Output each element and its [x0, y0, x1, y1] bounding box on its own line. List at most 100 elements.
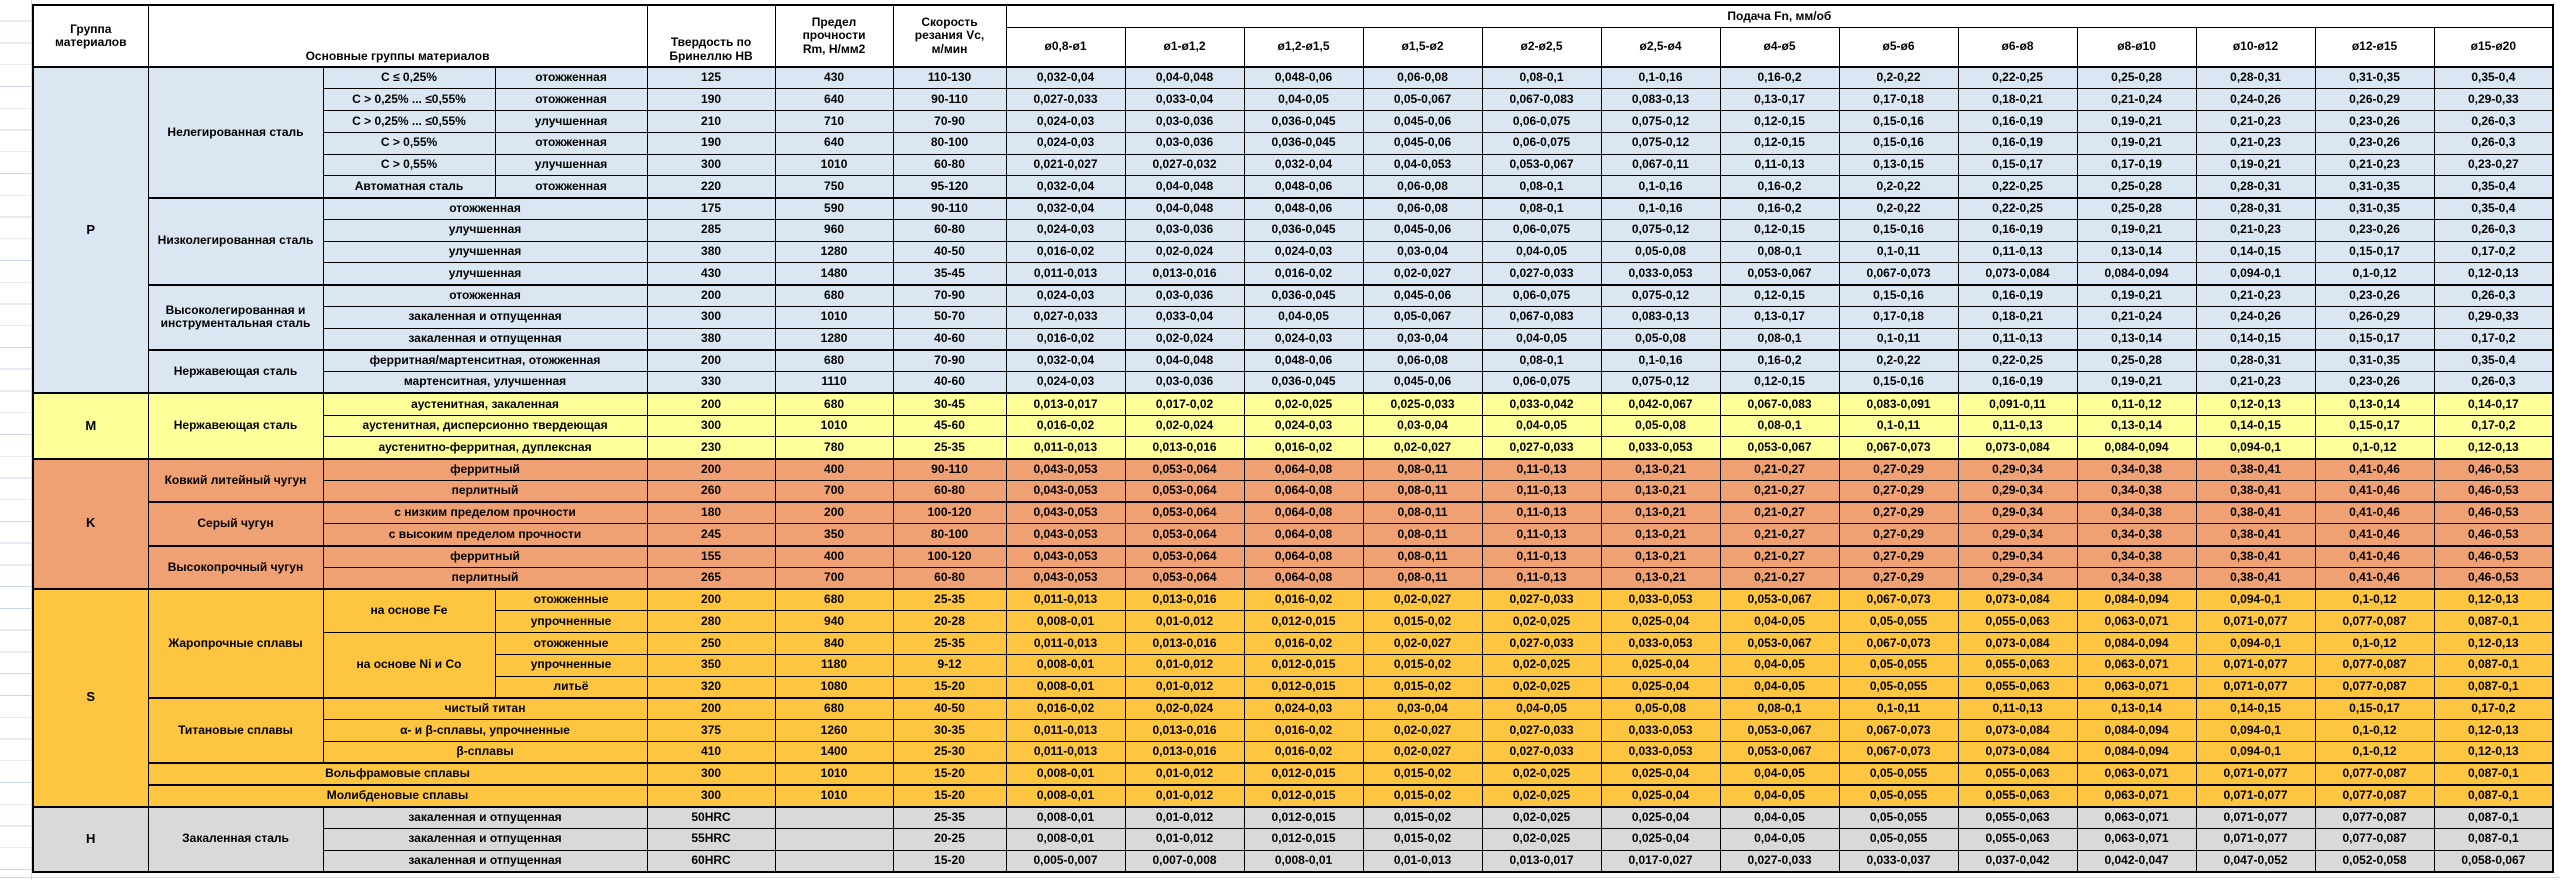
- material-subtype-cell: на основе Fe: [322, 588, 496, 633]
- feed-value-cell: 0,025-0,04: [1600, 783, 1721, 807]
- feed-value-cell: 0,024-0,03: [1243, 240, 1364, 264]
- feed-diameter-header: ø15-ø20: [2433, 26, 2554, 68]
- feed-diameter-header: ø8-ø10: [2076, 26, 2197, 68]
- feed-value-cell: 0,05-0,055: [1838, 653, 1959, 677]
- feed-value-cell: 0,005-0,007: [1005, 849, 1126, 873]
- material-subtype-cell: аустенитно-ферритная, дуплексная: [322, 436, 648, 459]
- table-row: улучшенная 430 1480 35-45 0,011-0,013 0,013-0…: [33, 262, 2554, 285]
- feed-value-cell: 0,053-0,064: [1124, 501, 1245, 525]
- feed-value-cell: 0,06-0,08: [1362, 175, 1483, 198]
- feed-value-cell: 0,34-0,38: [2076, 566, 2197, 590]
- feed-value-cell: 0,05-0,08: [1600, 696, 1721, 720]
- material-family-cell: Серый чугун: [147, 501, 324, 546]
- feed-value-cell: 0,063-0,071: [2076, 675, 2197, 699]
- feed-value-cell: 0,055-0,063: [1957, 762, 2078, 786]
- hardness-cell: 125: [646, 66, 776, 90]
- feed-diameter-header-row: ø0,8-ø1 ø1-ø1,2 ø1,2-ø1,5 ø1,5-ø2 ø2-ø2,5 ø2,…: [33, 26, 2554, 68]
- feed-value-cell: 0,077-0,087: [2314, 610, 2435, 633]
- hardness-cell: 200: [646, 392, 776, 416]
- feed-value-cell: 0,013-0,016: [1124, 262, 1245, 285]
- feed-value-cell: 0,055-0,063: [1957, 610, 2078, 633]
- cutting-speed-cell: 25-35: [892, 805, 1007, 829]
- feed-value-cell: 0,06-0,075: [1481, 110, 1602, 133]
- feed-value-cell: 0,22-0,25: [1957, 175, 2078, 198]
- feed-value-cell: 0,084-0,094: [2076, 262, 2197, 285]
- feed-value-cell: 0,17-0,19: [2076, 153, 2197, 177]
- feed-value-cell: 0,032-0,04: [1005, 196, 1126, 220]
- feed-value-cell: 0,087-0,1: [2433, 805, 2554, 829]
- feed-value-cell: 0,043-0,053: [1005, 523, 1126, 546]
- feed-value-cell: 0,02-0,025: [1243, 392, 1364, 416]
- col-header-brinell-hardness: Твердость по Бринеллю HB: [646, 4, 776, 68]
- feed-value-cell: 0,013-0,016: [1124, 632, 1245, 655]
- feed-value-cell: 0,045-0,06: [1362, 131, 1483, 155]
- feed-value-cell: 0,008-0,01: [1005, 805, 1126, 829]
- feed-value-cell: 0,11-0,13: [1481, 501, 1602, 525]
- machining-parameters-table: Группа материалов Основные группы матери…: [32, 4, 2555, 873]
- feed-value-cell: 0,01-0,012: [1124, 827, 1245, 851]
- cutting-speed-cell: 60-80: [892, 153, 1007, 177]
- feed-value-cell: 0,46-0,53: [2433, 457, 2554, 481]
- feed-value-cell: 0,067-0,11: [1600, 153, 1721, 177]
- table-row: закаленная и отпущенная 60HRC 15-20 0,005-0…: [33, 849, 2554, 873]
- material-subtype-cell: отожженная: [322, 283, 648, 307]
- material-subtype-cell: улучшенная: [322, 240, 648, 264]
- hardness-cell: 200: [646, 283, 776, 307]
- feed-value-cell: 0,29-0,34: [1957, 523, 2078, 546]
- table-row: β-сплавы 410 1400 25-30 0,011-0,013 0,013-0,0…: [33, 740, 2554, 764]
- feed-value-cell: 0,27-0,29: [1838, 501, 1959, 525]
- feed-value-cell: 0,05-0,055: [1838, 805, 1959, 829]
- feed-value-cell: 0,46-0,53: [2433, 479, 2554, 503]
- feed-value-cell: 0,08-0,1: [1481, 348, 1602, 372]
- feed-value-cell: 0,34-0,38: [2076, 523, 2197, 546]
- feed-value-cell: 0,12-0,15: [1719, 110, 1840, 133]
- material-subtype-cell: Автоматная сталь: [322, 175, 496, 198]
- hardness-cell: 50HRC: [646, 805, 776, 829]
- material-subtype-cell: аустенитная, дисперсионно твердеющая: [322, 414, 648, 438]
- feed-value-cell: 0,087-0,1: [2433, 783, 2554, 807]
- strength-cell: 350: [774, 523, 894, 546]
- feed-value-cell: 0,027-0,032: [1124, 153, 1245, 177]
- feed-value-cell: 0,032-0,04: [1005, 175, 1126, 198]
- table-row: Автоматная сталь отожженная 220 750 95-120 0,…: [33, 175, 2554, 198]
- cutting-speed-cell: 40-50: [892, 240, 1007, 264]
- feed-value-cell: 0,41-0,46: [2314, 544, 2435, 568]
- feed-diameter-header: ø1-ø1,2: [1124, 26, 1245, 68]
- feed-value-cell: 0,34-0,38: [2076, 501, 2197, 525]
- table-row: аустенитно-ферритная, дуплексная 230 780 25…: [33, 436, 2554, 459]
- feed-value-cell: 0,13-0,17: [1719, 305, 1840, 329]
- feed-value-cell: 0,053-0,067: [1481, 153, 1602, 177]
- feed-value-cell: 0,25-0,28: [2076, 66, 2197, 90]
- feed-value-cell: 0,064-0,08: [1243, 566, 1364, 590]
- strength-cell: 640: [774, 88, 894, 111]
- feed-value-cell: 0,027-0,033: [1481, 632, 1602, 655]
- strength-cell: 1280: [774, 240, 894, 264]
- feed-value-cell: 0,14-0,15: [2195, 414, 2316, 438]
- feed-value-cell: 0,02-0,027: [1362, 436, 1483, 459]
- feed-value-cell: 0,084-0,094: [2076, 436, 2197, 459]
- feed-value-cell: 0,084-0,094: [2076, 632, 2197, 655]
- feed-value-cell: 0,12-0,13: [2433, 740, 2554, 764]
- table-row: закаленная и отпущенная 380 1280 40-60 0,016…: [33, 327, 2554, 351]
- feed-value-cell: 0,31-0,35: [2314, 348, 2435, 372]
- feed-value-cell: 0,19-0,21: [2076, 110, 2197, 133]
- feed-value-cell: 0,1-0,12: [2314, 632, 2435, 655]
- feed-value-cell: 0,19-0,21: [2195, 153, 2316, 177]
- feed-value-cell: 0,094-0,1: [2195, 632, 2316, 655]
- feed-value-cell: 0,011-0,013: [1005, 719, 1126, 742]
- feed-value-cell: 0,2-0,22: [1838, 196, 1959, 220]
- material-subtype-cell: закаленная и отпущенная: [322, 327, 648, 351]
- feed-value-cell: 0,26-0,29: [2314, 88, 2435, 111]
- strength-cell: 1180: [774, 653, 894, 677]
- strength-cell: 1010: [774, 305, 894, 329]
- feed-value-cell: 0,17-0,2: [2433, 240, 2554, 264]
- feed-value-cell: 0,04-0,05: [1481, 327, 1602, 351]
- material-family-cell: Нержавеющая сталь: [147, 392, 324, 460]
- feed-value-cell: 0,34-0,38: [2076, 457, 2197, 481]
- feed-value-cell: 0,077-0,087: [2314, 783, 2435, 807]
- material-subtype-cell: упрочненные: [494, 610, 648, 633]
- material-subtype-cell: отожженные: [494, 588, 648, 612]
- feed-value-cell: 0,21-0,27: [1719, 501, 1840, 525]
- feed-value-cell: 0,094-0,1: [2195, 740, 2316, 764]
- feed-value-cell: 0,1-0,11: [1838, 696, 1959, 720]
